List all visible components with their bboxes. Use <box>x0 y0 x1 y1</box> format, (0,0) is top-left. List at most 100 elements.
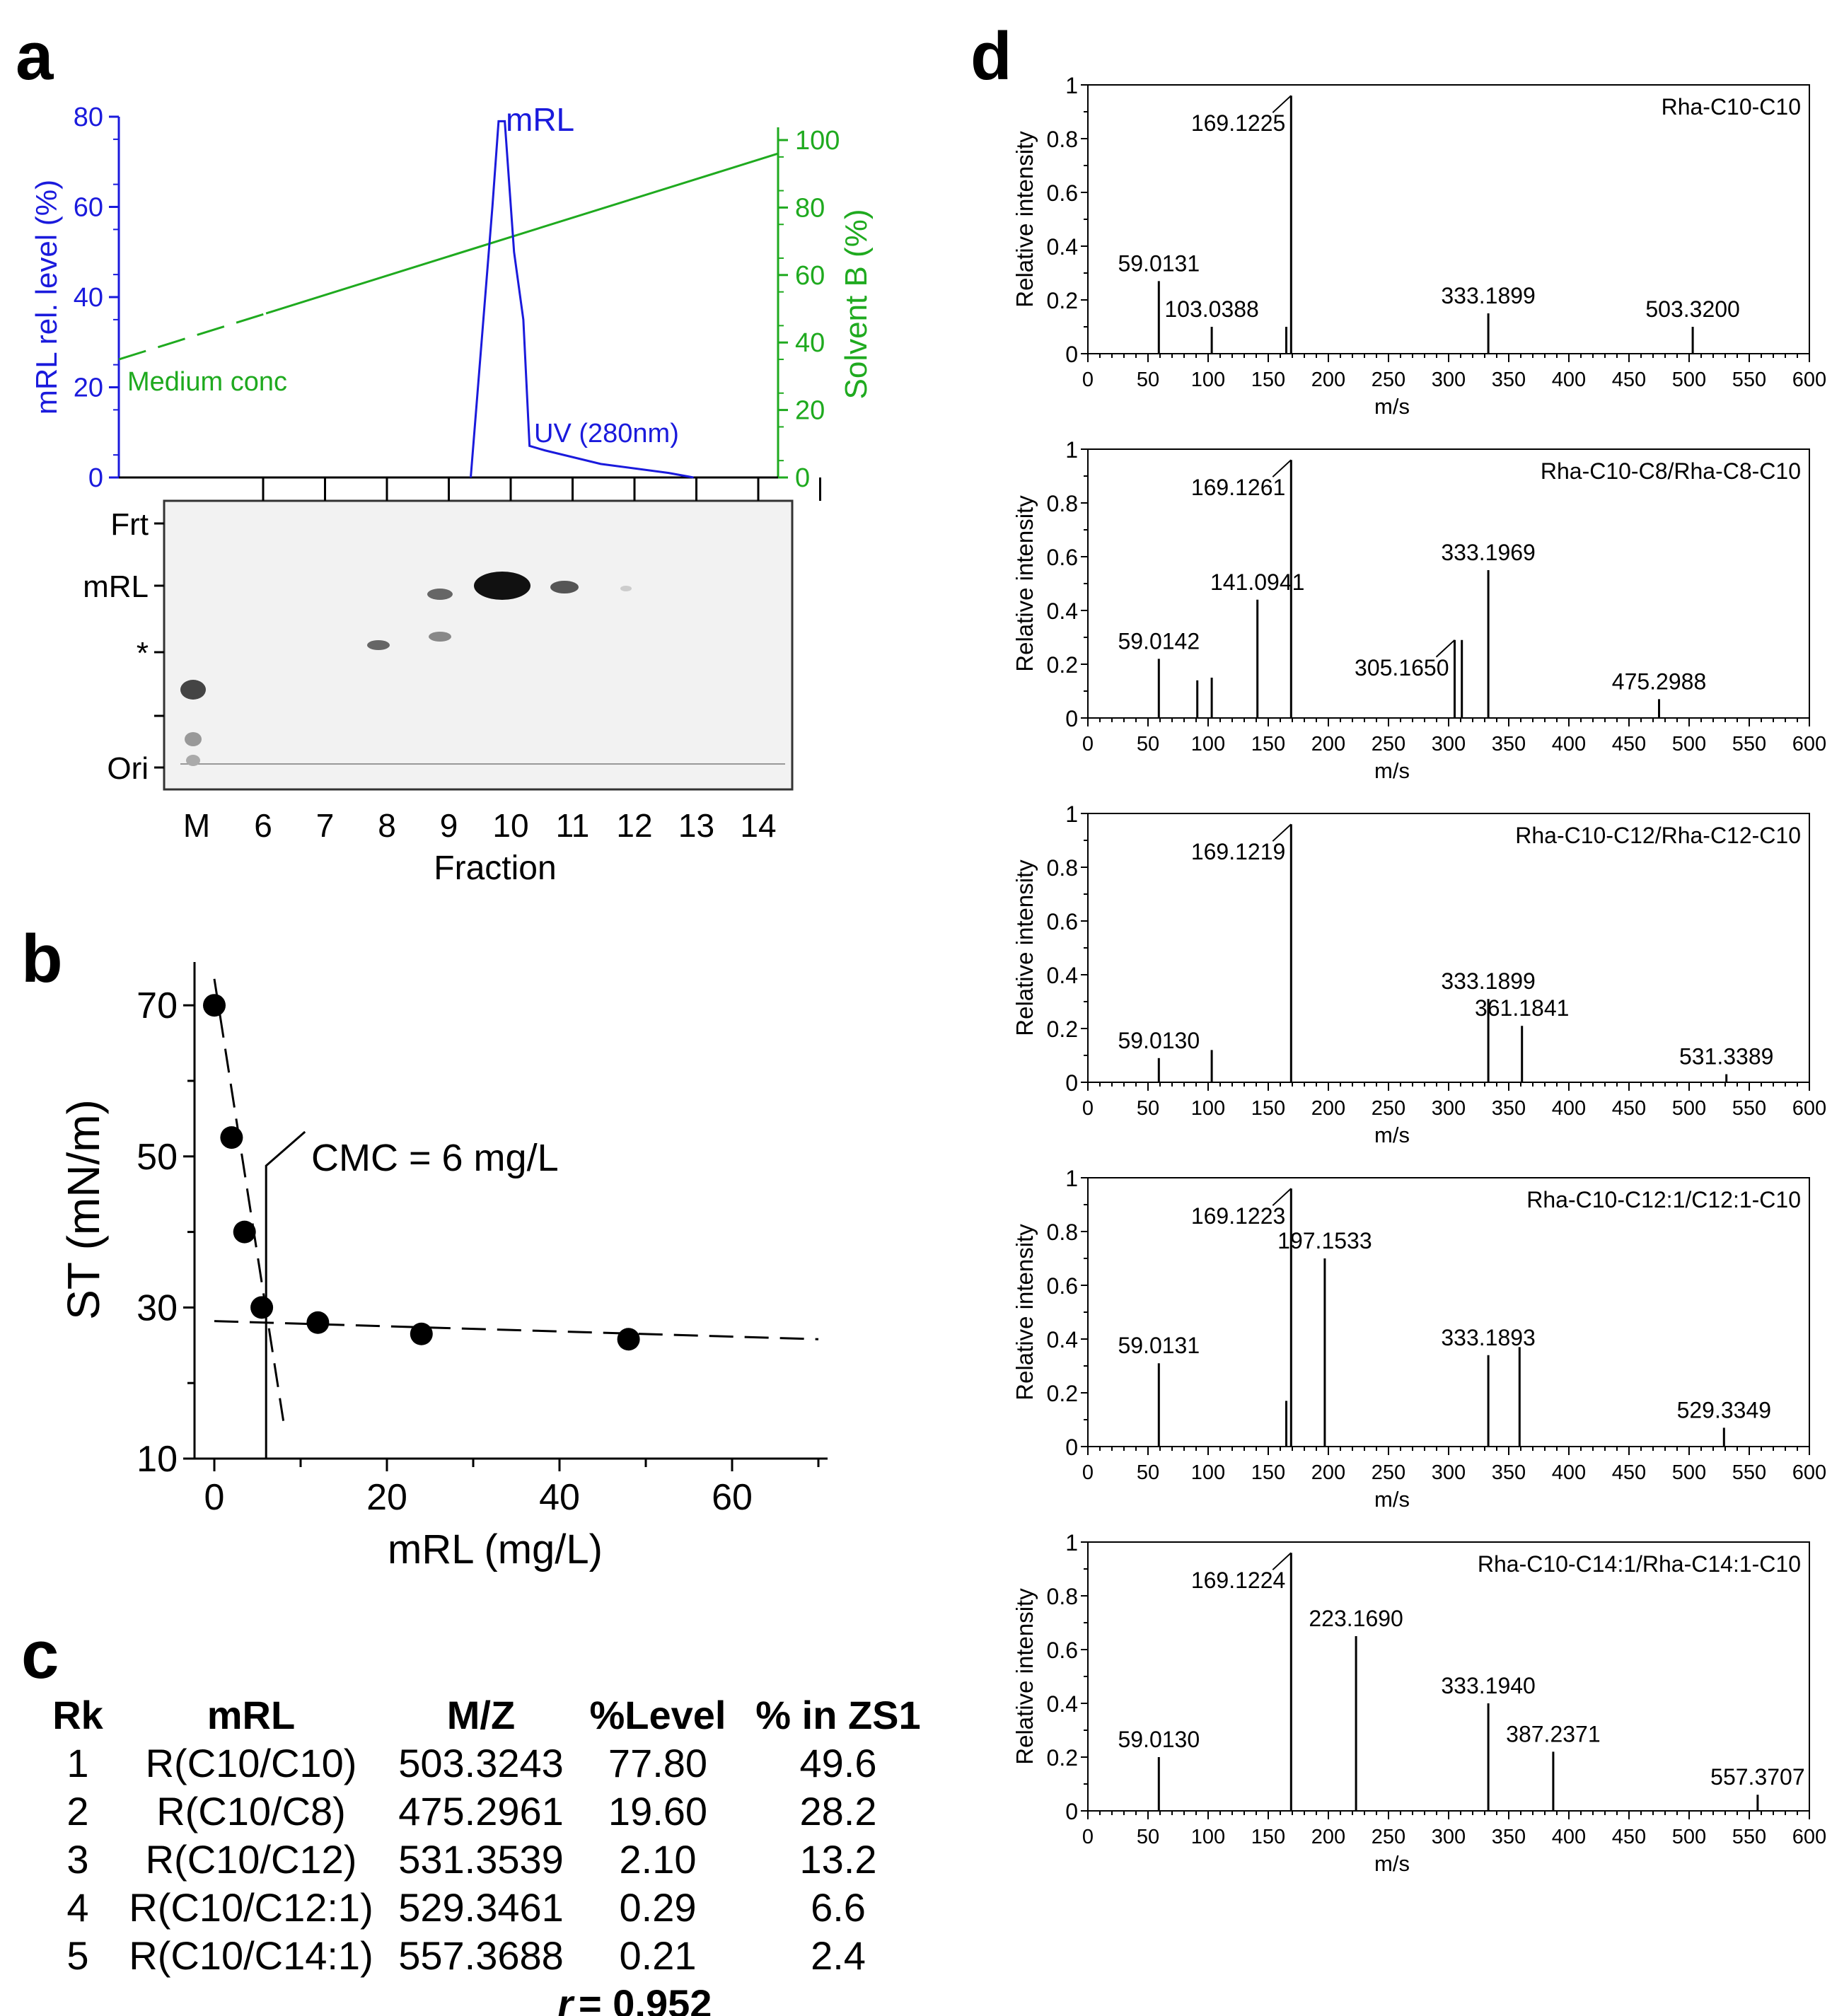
cell-mrl: R(C10/C12:1) <box>129 1884 373 1930</box>
lane-spot <box>550 581 579 593</box>
peak-label: 475.2988 <box>1612 668 1706 694</box>
cell-zs1: 6.6 <box>811 1884 866 1930</box>
peak-label: 169.1224 <box>1191 1568 1285 1593</box>
d-x-tick-label: 50 <box>1137 1826 1159 1848</box>
d-y-tick-label: 0.8 <box>1047 1220 1078 1245</box>
cell-zs1: 49.6 <box>799 1740 877 1785</box>
d-y-tick-label: 0 <box>1065 1435 1078 1460</box>
cell-zs1: 13.2 <box>799 1836 877 1882</box>
header-rk: Rk <box>52 1692 103 1737</box>
lane-label: 11 <box>556 807 590 844</box>
d-y-tick-label: 0.8 <box>1047 855 1078 881</box>
cell-rk: 1 <box>66 1740 89 1785</box>
peak-label: 169.1261 <box>1191 475 1285 500</box>
header-mz: M/Z <box>446 1692 516 1737</box>
cmc-marker-line <box>265 1130 306 1459</box>
header-mrl: mRL <box>207 1692 296 1737</box>
cell-level: 0.29 <box>619 1884 697 1930</box>
right-y-tick-label: 60 <box>795 261 825 291</box>
panel-d-letter: d <box>970 18 1012 94</box>
peak-label-leader <box>1272 1188 1292 1206</box>
d-x-tick-label: 450 <box>1612 1461 1646 1484</box>
fit-line <box>213 978 285 1421</box>
peak-label: 169.1219 <box>1191 839 1285 864</box>
spectrum-title: Rha-C10-C12/Rha-C12-C10 <box>1515 823 1801 848</box>
d-x-tick-label: 50 <box>1137 369 1159 391</box>
right-y-axis-label: Solvent B (%) <box>839 209 874 400</box>
peak-label: mRL <box>506 101 574 138</box>
d-y-tick-label: 0.2 <box>1047 652 1078 678</box>
panel-c-letter: c <box>21 1617 59 1693</box>
d-x-tick-label: 300 <box>1432 1097 1466 1120</box>
marker-spot <box>180 680 206 700</box>
d-x-tick-label: 50 <box>1137 1461 1159 1484</box>
spectrum-plot: 0 0.2 0.4 0.6 0.8 1 0 50 100 150 200 250 300 350 400 45… <box>1011 73 1826 419</box>
panel-a-letter: a <box>16 18 54 94</box>
d-x-tick-label: 300 <box>1432 733 1466 755</box>
d-x-axis-label: m/s <box>1374 1123 1410 1147</box>
medium-conc-label: Medium conc <box>127 367 287 397</box>
data-point <box>410 1322 433 1345</box>
d-y-tick-label: 0.4 <box>1047 1691 1078 1717</box>
spectrum-plot: 0 0.2 0.4 0.6 0.8 1 0 50 100 150 200 250 300 350 400 45… <box>1011 801 1826 1147</box>
d-y-tick-label: 0.6 <box>1047 545 1078 570</box>
peak-label: 333.1940 <box>1441 1673 1535 1698</box>
b-x-axis-label: mRL (mg/L) <box>388 1527 603 1572</box>
lane-label: M <box>183 807 210 844</box>
d-y-tick-label: 0 <box>1065 1070 1078 1096</box>
right-y-tick-label: 80 <box>795 193 825 223</box>
cell-mz: 557.3688 <box>398 1933 564 1978</box>
peak-label: 305.1650 <box>1355 655 1449 680</box>
tlc-row-label: * <box>137 636 149 671</box>
b-x-tick-label: 0 <box>204 1477 225 1518</box>
cell-mrl: R(C10/C14:1) <box>129 1933 373 1978</box>
solvent-b-line <box>265 152 779 315</box>
b-x-tick-label: 60 <box>712 1477 753 1518</box>
lane-spot <box>620 586 632 591</box>
d-x-tick-label: 350 <box>1492 1461 1526 1484</box>
peak-label: 103.0388 <box>1164 296 1258 322</box>
cell-mz: 529.3461 <box>398 1884 564 1930</box>
table-row: 5 R(C10/C14:1) 557.3688 0.21 2.4 <box>42 1931 962 1979</box>
b-y-tick-label: 70 <box>137 985 178 1026</box>
d-x-tick-label: 250 <box>1372 1461 1405 1484</box>
d-x-tick-label: 150 <box>1251 1097 1285 1120</box>
d-y-tick-label: 1 <box>1065 801 1078 827</box>
peak-label: 59.0142 <box>1118 628 1200 654</box>
d-x-tick-label: 600 <box>1792 733 1826 755</box>
d-x-tick-label: 350 <box>1492 733 1526 755</box>
cell-rk: 3 <box>66 1836 89 1882</box>
spectrum-title: Rha-C10-C8/Rha-C8-C10 <box>1541 458 1801 484</box>
d-x-tick-label: 500 <box>1672 1826 1706 1848</box>
header-level: %Level <box>589 1692 726 1737</box>
lane-spot <box>427 589 453 600</box>
d-x-tick-label: 200 <box>1311 1826 1345 1848</box>
cell-mz: 503.3243 <box>398 1740 564 1785</box>
fit-line <box>214 1320 819 1340</box>
spectrum-title: Rha-C10-C14:1/Rha-C14:1-C10 <box>1478 1551 1801 1577</box>
d-x-tick-label: 350 <box>1492 369 1526 391</box>
left-y-tick-label: 40 <box>74 283 103 313</box>
d-x-tick-label: 550 <box>1732 733 1766 755</box>
lane-label: 7 <box>316 807 335 844</box>
lane-label: 14 <box>740 807 776 844</box>
d-x-tick-label: 100 <box>1191 733 1225 755</box>
d-x-tick-label: 50 <box>1137 1097 1159 1120</box>
peak-label: 59.0131 <box>1118 1333 1200 1358</box>
peak-label: 333.1893 <box>1441 1325 1535 1350</box>
b-y-tick-label: 50 <box>137 1137 178 1178</box>
peak-label: 59.0130 <box>1118 1727 1200 1752</box>
d-x-tick-label: 0 <box>1082 1097 1094 1120</box>
fraction-axis-label: Fraction <box>434 850 556 887</box>
table-row: 2 R(C10/C8) 475.2961 19.60 28.2 <box>42 1787 962 1835</box>
d-x-tick-label: 450 <box>1612 1826 1646 1848</box>
d-x-tick-label: 200 <box>1311 369 1345 391</box>
cell-zs1: 28.2 <box>799 1788 877 1833</box>
d-x-tick-label: 550 <box>1732 1826 1766 1848</box>
lane-label: 10 <box>492 807 528 844</box>
d-y-axis-label: Relative intensity <box>1011 1588 1038 1765</box>
right-y-tick-label: 100 <box>795 126 840 156</box>
d-x-tick-label: 250 <box>1372 1097 1405 1120</box>
